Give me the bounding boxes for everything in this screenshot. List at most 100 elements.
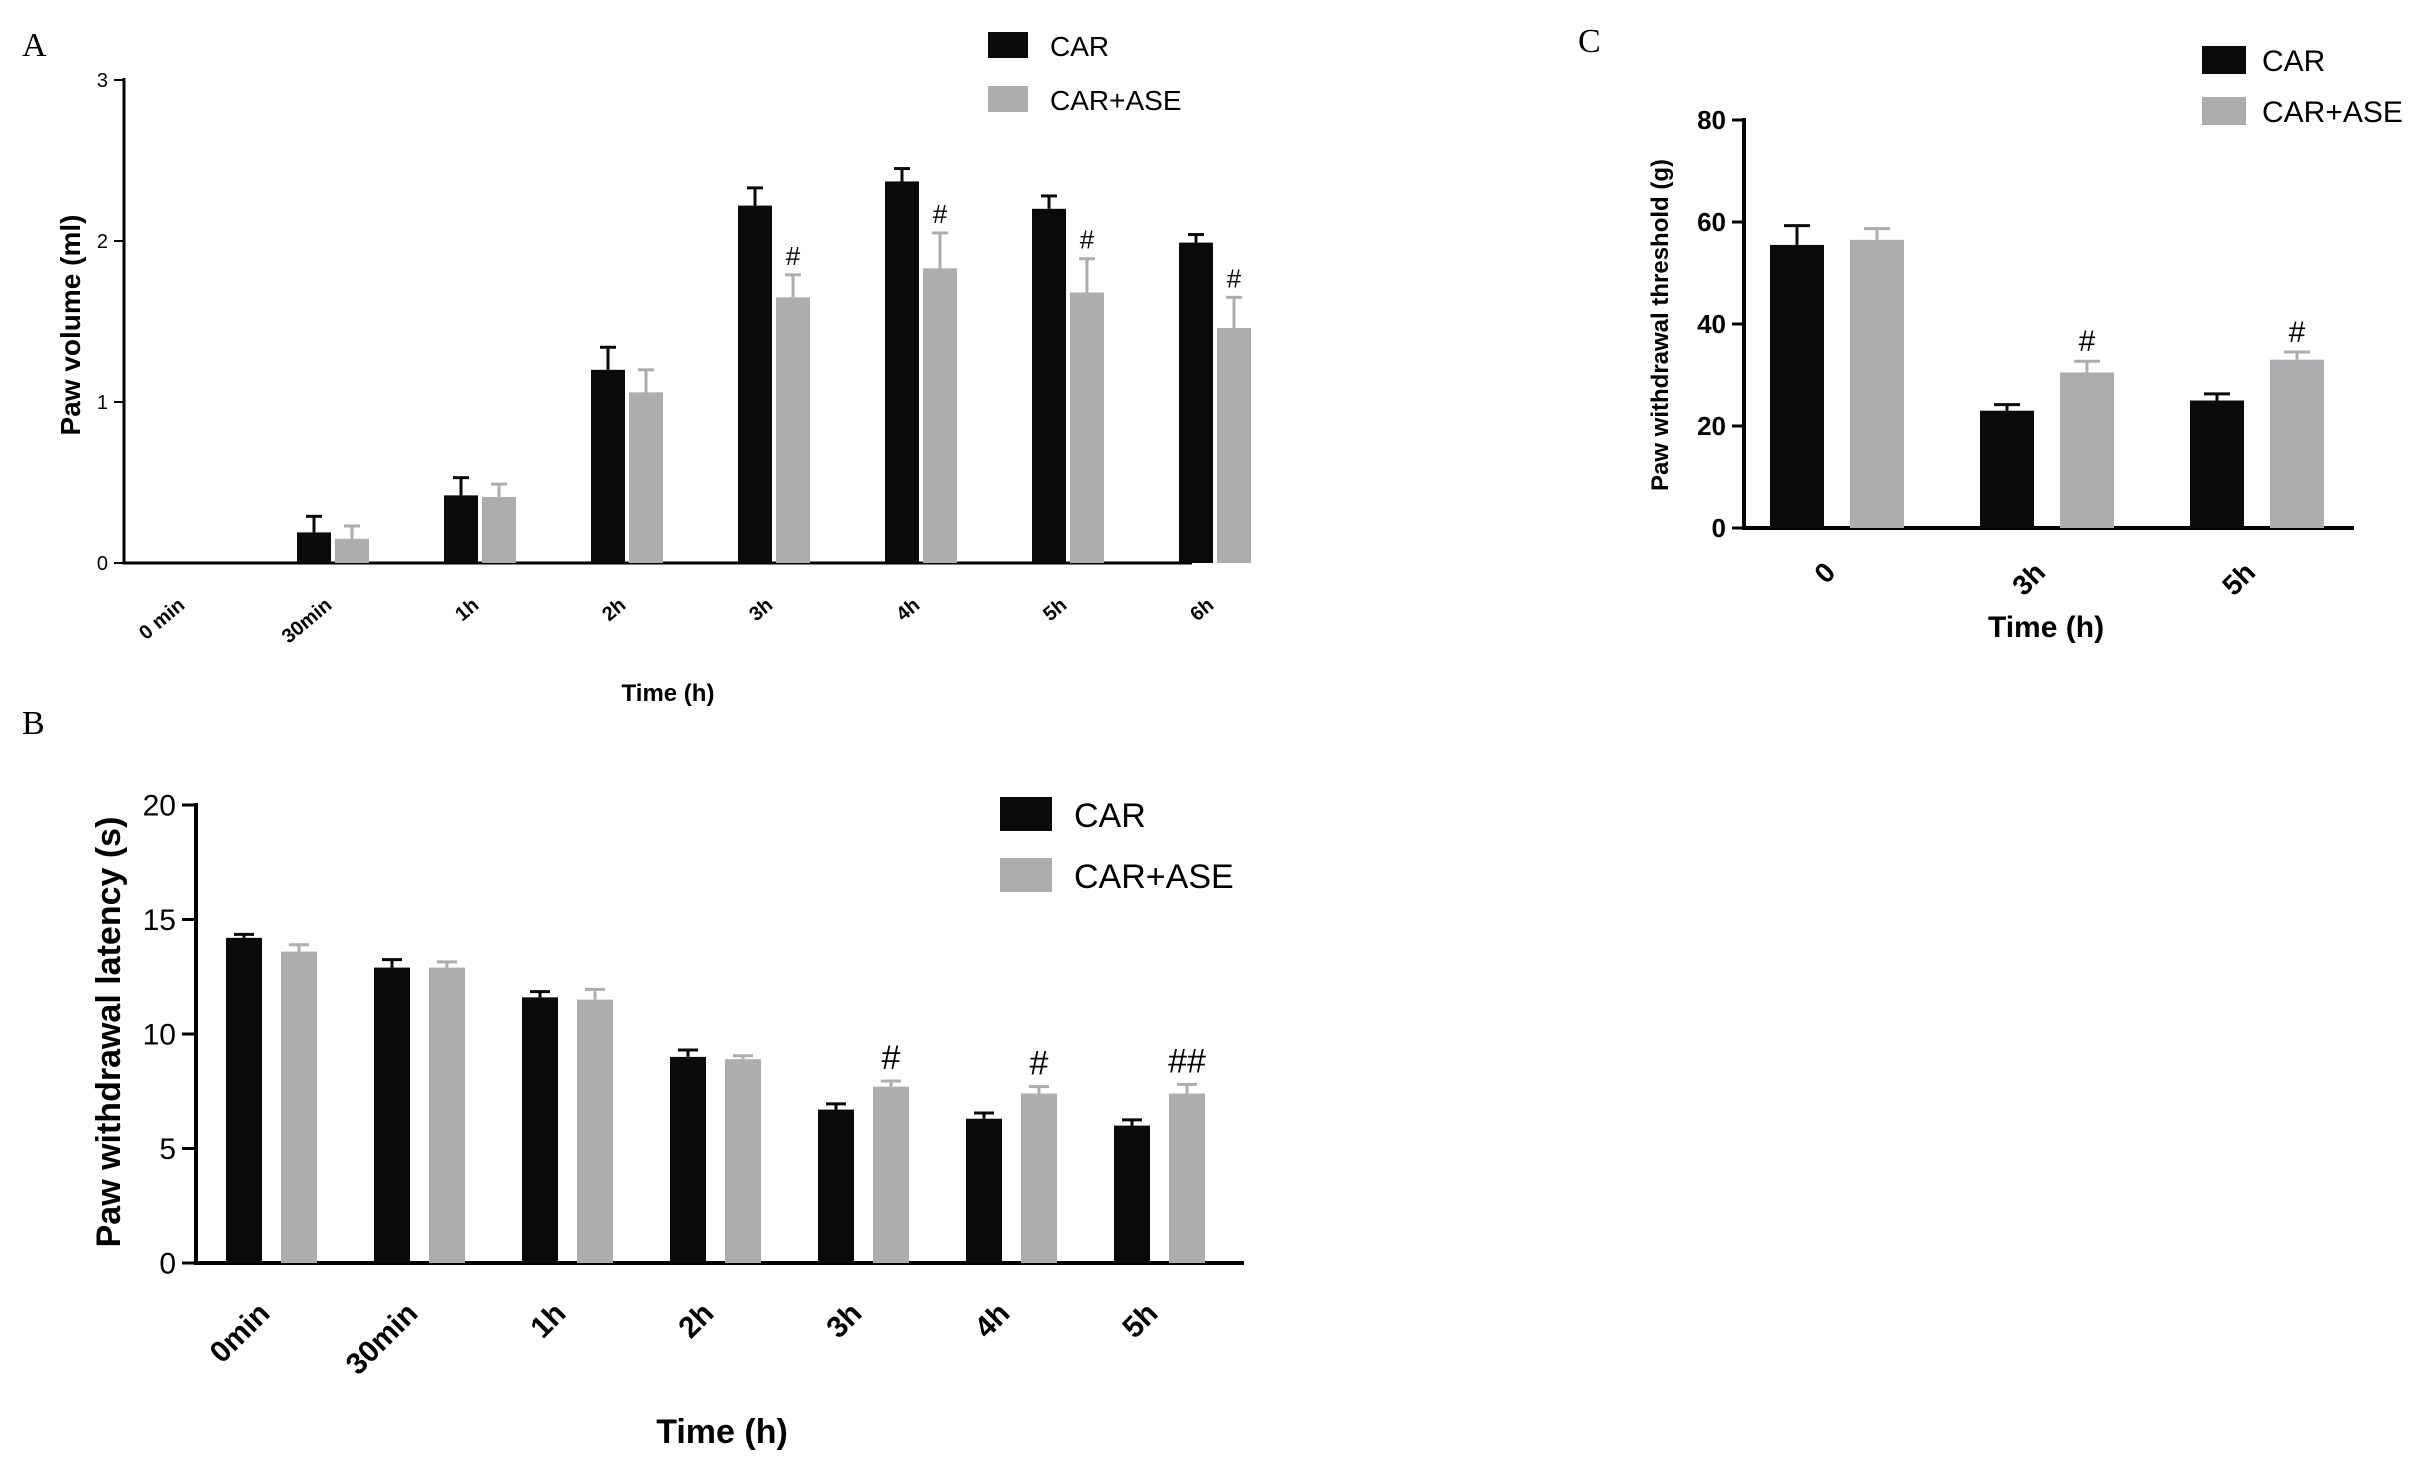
panel-a-bar-car (885, 181, 919, 563)
panel-c-bar-car-ase (2270, 359, 2324, 528)
panel-b-bar-car-ase (429, 967, 465, 1263)
panel-c-legend-car-ase-swatch (2202, 97, 2246, 125)
panel-c-x-tick-label: 3h (2006, 556, 2051, 601)
panel-b-letter: B (22, 705, 45, 742)
panel-a-x-tick-label: 30min (278, 594, 336, 648)
panel-b-x-tick-label: 5h (1116, 1297, 1164, 1345)
panel-a-legend: CAR CAR+ASE (988, 31, 1182, 116)
panel-b-legend-car-swatch (1000, 797, 1052, 831)
panel-b-bar-car (966, 1118, 1002, 1263)
panel-c-significance-mark: # (2079, 325, 2096, 358)
panel-a-y-axis-title: Paw volume (ml) (55, 215, 86, 436)
panel-c-y-tick-label: 40 (1697, 309, 1726, 339)
panel-b-y-tick-label: 5 (159, 1133, 176, 1166)
panel-a-significance-mark: # (933, 199, 948, 229)
panel-a-legend-car-label: CAR (1050, 31, 1109, 62)
panel-c-x-axis-title: Time (h) (1988, 611, 2104, 644)
panel-a-x-tick-label: 2h (598, 594, 630, 626)
panel-c-legend: CAR CAR+ASE (2202, 45, 2403, 129)
panel-b-bar-car-ase (873, 1086, 909, 1263)
panel-b-bar-car-ase (725, 1059, 761, 1263)
panel-b: B Paw withdrawal latency (s) Time (h) 0 5… (22, 705, 1244, 1451)
panel-a-bar-car-ase (776, 297, 810, 563)
panel-b-significance-mark: ## (1168, 1042, 1206, 1080)
panel-c-bar-car-ase (1850, 239, 1904, 528)
panel-a-bar-car-ase (1070, 292, 1104, 563)
panel-a-legend-car-ase-swatch (988, 86, 1028, 112)
panel-a-bar-car (591, 369, 625, 563)
panel-c-bar-car (1770, 244, 1824, 528)
panel-a-bar-car-ase (923, 268, 957, 563)
panel-c-y-tick-label: 20 (1697, 411, 1726, 441)
panel-a-x-tick-label: 1h (451, 594, 483, 626)
panel-c-legend-car-ase-label: CAR+ASE (2262, 96, 2403, 129)
panel-a-bar-car-ase (1217, 327, 1251, 563)
panel-a-x-tick-label: 0 min (135, 594, 189, 644)
panel-c-bar-car (1980, 410, 2034, 528)
panel-a-y-tick-label: 1 (97, 392, 108, 414)
panel-a-bar-car (1179, 242, 1213, 564)
panel-a-x-axis-title: Time (h) (622, 680, 715, 707)
panel-b-y-tick-label: 15 (143, 904, 176, 937)
panel-c: C Paw withdrawal threshold (g) Time (h) … (1578, 23, 2403, 644)
panel-a-legend-car-swatch (988, 32, 1028, 58)
panel-a-bar-car (738, 205, 772, 563)
panel-b-legend-car-ase-swatch (1000, 858, 1052, 892)
panel-b-x-tick-label: 1h (524, 1297, 572, 1345)
panel-c-y-tick-label: 60 (1697, 207, 1726, 237)
panel-b-y-tick-label: 0 (159, 1248, 176, 1281)
panel-b-x-tick-label: 0min (204, 1297, 277, 1370)
panel-b-y-tick-label: 20 (143, 790, 176, 823)
panel-c-bar-car-ase (2060, 372, 2114, 528)
panel-a-bar-car (1032, 208, 1066, 564)
panel-c-significance-mark: # (2289, 316, 2306, 349)
panel-a-bar-car (297, 532, 331, 563)
panel-b-x-tick-label: 30min (340, 1297, 425, 1382)
panel-a-significance-mark: # (1227, 263, 1242, 293)
panel-a-x-tick-label: 5h (1039, 594, 1071, 626)
panel-b-bar-car (226, 937, 262, 1263)
panel-b-significance-mark: # (882, 1039, 901, 1077)
panel-c-letter: C (1578, 23, 1601, 60)
panel-b-x-tick-label: 3h (820, 1297, 868, 1345)
panel-c-bar-car (2190, 400, 2244, 528)
panel-b-bar-car-ase (1169, 1093, 1205, 1263)
panel-b-y-tick-label: 10 (143, 1019, 176, 1052)
panel-a-x-tick-label: 3h (745, 594, 777, 626)
panel-a-y-tick-label: 3 (97, 70, 108, 92)
panel-b-x-axis-title: Time (h) (656, 1413, 788, 1451)
panel-b-legend-car-ase-label: CAR+ASE (1074, 858, 1234, 896)
panel-a-significance-mark: # (786, 241, 801, 271)
panel-b-bar-car-ase (281, 951, 317, 1263)
panel-b-bar-car-ase (577, 999, 613, 1263)
panel-a-bar-car-ase (335, 538, 369, 563)
panel-a-bar-car-ase (482, 496, 516, 563)
panel-c-x-tick-label: 5h (2216, 556, 2261, 601)
panel-a-x-tick-label: 4h (892, 594, 924, 626)
panel-b-bar-car (818, 1109, 854, 1263)
panel-c-legend-car-label: CAR (2262, 45, 2325, 78)
panel-b-legend: CAR CAR+ASE (1000, 797, 1234, 896)
panel-c-x-tick-label: 0 (1808, 556, 1841, 589)
panel-b-bar-car (522, 997, 558, 1263)
panel-b-bar-car (374, 967, 410, 1263)
panel-a-significance-mark: # (1080, 225, 1095, 255)
panel-a-y-tick-label: 0 (97, 553, 108, 575)
panel-b-bar-car (1114, 1125, 1150, 1263)
panel-b-y-axis-title: Paw withdrawal latency (s) (90, 817, 128, 1248)
panel-b-bar-car (670, 1056, 706, 1263)
panel-c-y-tick-label: 80 (1697, 105, 1726, 135)
panel-b-x-tick-label: 4h (968, 1297, 1016, 1345)
panel-a-bar-car-ase (629, 392, 663, 563)
panel-b-legend-car-label: CAR (1074, 797, 1146, 835)
panel-a-letter: A (22, 27, 47, 64)
panel-c-y-axis-title: Paw withdrawal threshold (g) (1647, 159, 1674, 491)
panel-a-legend-car-ase-label: CAR+ASE (1050, 85, 1182, 116)
panel-a-bar-car (444, 495, 478, 563)
panel-c-y-tick-label: 0 (1712, 513, 1726, 543)
panel-b-significance-mark: # (1030, 1045, 1049, 1083)
panel-c-legend-car-swatch (2202, 46, 2246, 74)
panel-b-bar-car-ase (1021, 1093, 1057, 1263)
panel-a-x-tick-label: 6h (1186, 594, 1218, 626)
